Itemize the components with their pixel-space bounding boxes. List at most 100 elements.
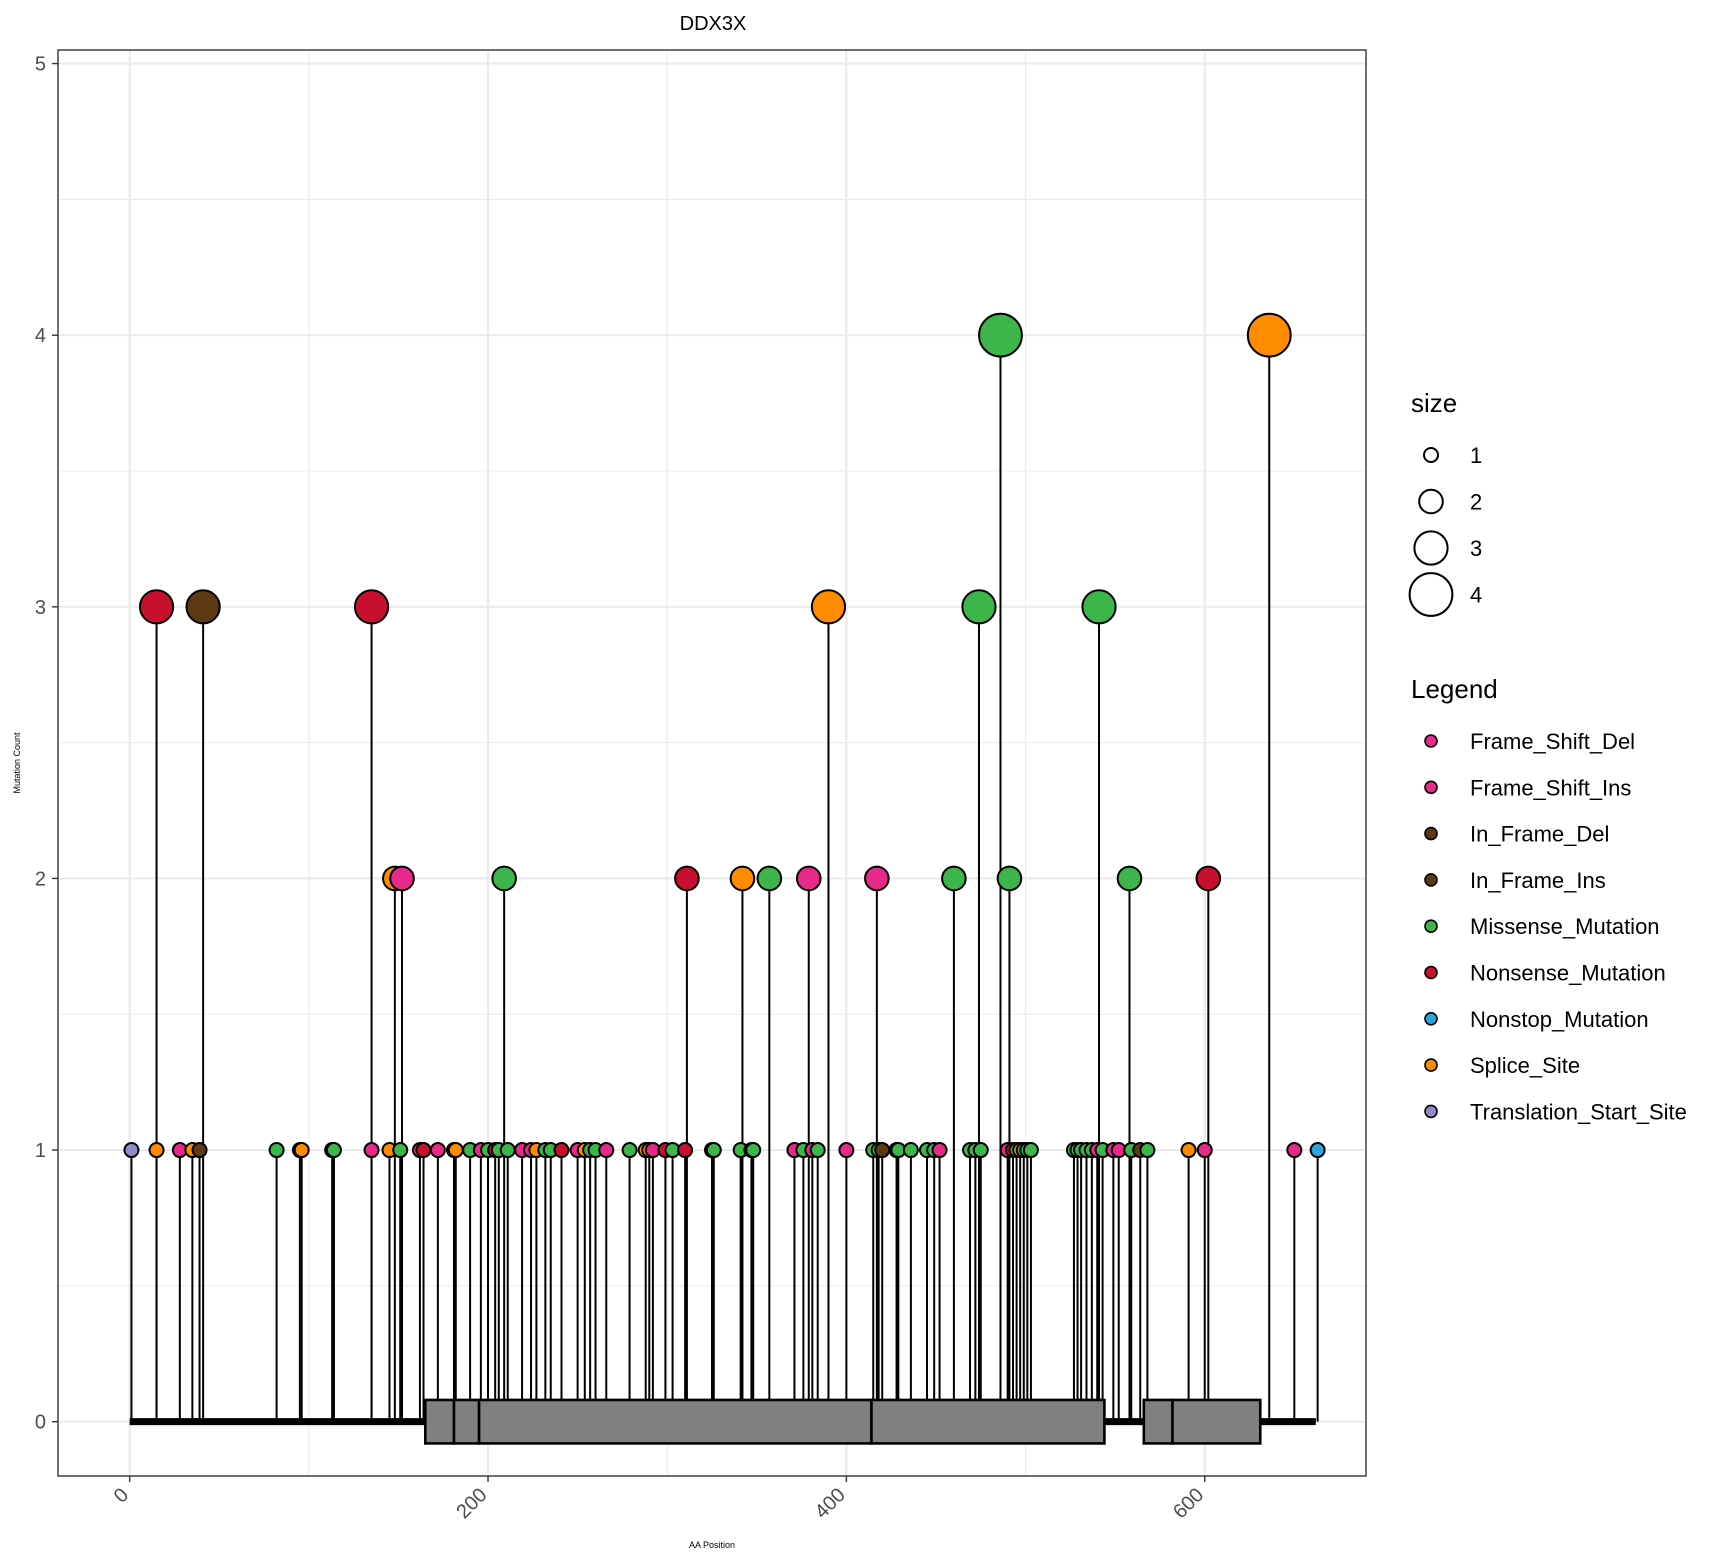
protein-domains [424, 1398, 1262, 1445]
x-axis-title: AA Position [689, 1540, 735, 1550]
y-tick-label: 1 [35, 1140, 46, 1162]
mutation-point [864, 865, 890, 892]
color-legend-key [1424, 919, 1438, 934]
color-legend-label: Splice_Site [1470, 1053, 1580, 1078]
mutation-point [415, 1142, 432, 1159]
mutation-point [745, 1142, 762, 1159]
mutation-point [1139, 1142, 1156, 1159]
mutation-point [191, 1142, 208, 1159]
axes: 0 1 2 3 4 5 0 200 400 600 [35, 54, 1208, 1524]
mutation-point [838, 1142, 855, 1159]
mutation-point [677, 1142, 694, 1159]
mutation-point [756, 865, 783, 892]
mutation-point [1022, 1142, 1039, 1159]
mutation-point [553, 1142, 570, 1159]
mutation-point [148, 1142, 165, 1159]
y-tick-label: 2 [35, 868, 46, 890]
x-tick-label: 0 [110, 1484, 133, 1507]
y-axis-title: Mutation Count [12, 732, 22, 794]
color-legend-label: Frame_Shift_Del [1470, 729, 1635, 754]
mutation-point [1246, 312, 1292, 358]
chart-title: DDX3X [680, 13, 747, 35]
color-legend-label: In_Frame_Ins [1470, 868, 1606, 893]
mutation-point [705, 1142, 722, 1159]
mutation-point [1180, 1142, 1197, 1159]
x-tick-label: 400 [811, 1484, 850, 1523]
mutation-point [1309, 1142, 1326, 1159]
color-legend-label: Translation_Start_Site [1470, 1099, 1687, 1124]
protein-domain [1171, 1398, 1262, 1445]
color-legend-key [1424, 734, 1438, 748]
size-legend-label: 2 [1470, 490, 1482, 515]
mutation-point [1081, 589, 1117, 625]
mutation-point [268, 1142, 285, 1159]
mutation-point [389, 865, 415, 892]
size-legend-label: 1 [1470, 443, 1482, 468]
y-tick-label: 3 [35, 597, 46, 619]
size-legend: size 1 2 3 4 [1408, 388, 1482, 617]
mutation-point [598, 1142, 615, 1159]
mutation-point [902, 1142, 919, 1159]
mutation-point [1286, 1142, 1303, 1159]
size-legend-key [1423, 447, 1439, 463]
mutation-point [138, 589, 175, 625]
mutation-point [392, 1142, 409, 1159]
protein-domain [1142, 1398, 1174, 1445]
mutation-point [729, 865, 756, 892]
protein-domain [477, 1398, 873, 1445]
color-legend-key [1424, 965, 1438, 980]
mutation-point [491, 865, 517, 892]
mutation-point [972, 1142, 989, 1159]
mutation-point [325, 1142, 342, 1159]
color-legend-key [1424, 1011, 1438, 1026]
color-legend-label: Frame_Shift_Ins [1470, 775, 1631, 800]
mutation-point [1196, 1142, 1213, 1159]
mutation-point [621, 1142, 638, 1159]
color-legend-label: Missense_Mutation [1470, 914, 1660, 939]
mutation-point [996, 865, 1023, 892]
mutation-point [810, 589, 847, 625]
mutation-point [941, 865, 967, 892]
y-tick-label: 5 [35, 54, 46, 76]
mutation-point [429, 1142, 446, 1159]
y-tick-label: 4 [35, 325, 46, 347]
protein-domain [452, 1398, 481, 1445]
color-legend-key [1424, 1104, 1438, 1119]
mutation-point [961, 589, 997, 625]
color-legend-label: Nonstop_Mutation [1470, 1007, 1649, 1032]
mutation-point [499, 1142, 516, 1159]
color-legend-key [1424, 826, 1438, 841]
x-tick-label: 200 [452, 1484, 491, 1523]
size-legend-key [1413, 530, 1449, 566]
mutation-point [447, 1142, 464, 1159]
mutation-point [185, 589, 221, 625]
size-legend-key [1408, 572, 1454, 617]
mutation-point [363, 1142, 380, 1159]
color-legend-key [1424, 780, 1438, 795]
mutation-point [931, 1142, 948, 1159]
protein-domain [870, 1398, 1106, 1445]
protein-domain [424, 1398, 456, 1445]
mutation-point [674, 865, 700, 892]
color-legend-key [1424, 873, 1438, 887]
mutation-point [1195, 865, 1222, 892]
color-legend-key [1424, 1058, 1438, 1072]
mutation-point [123, 1142, 140, 1159]
color-legend-label: Nonsense_Mutation [1470, 961, 1666, 986]
size-legend-label: 4 [1470, 583, 1482, 608]
color-legend: Legend Frame_Shift_Del Frame_Shift_Ins In_… [1411, 674, 1687, 1124]
mutation-point [293, 1142, 310, 1159]
color-legend-label: In_Frame_Del [1470, 822, 1609, 847]
plot-panel-border [57, 49, 1367, 1477]
size-legend-label: 3 [1470, 536, 1482, 561]
mutation-point [809, 1142, 826, 1159]
mutation-point [978, 312, 1023, 358]
mutation-point [795, 865, 822, 892]
mutation-point [874, 1142, 891, 1159]
x-tick-label: 600 [1169, 1484, 1208, 1523]
mutation-points [123, 312, 1326, 1159]
y-tick-label: 0 [35, 1412, 46, 1434]
color-legend-title: Legend [1411, 674, 1498, 704]
mutation-point [353, 589, 390, 625]
